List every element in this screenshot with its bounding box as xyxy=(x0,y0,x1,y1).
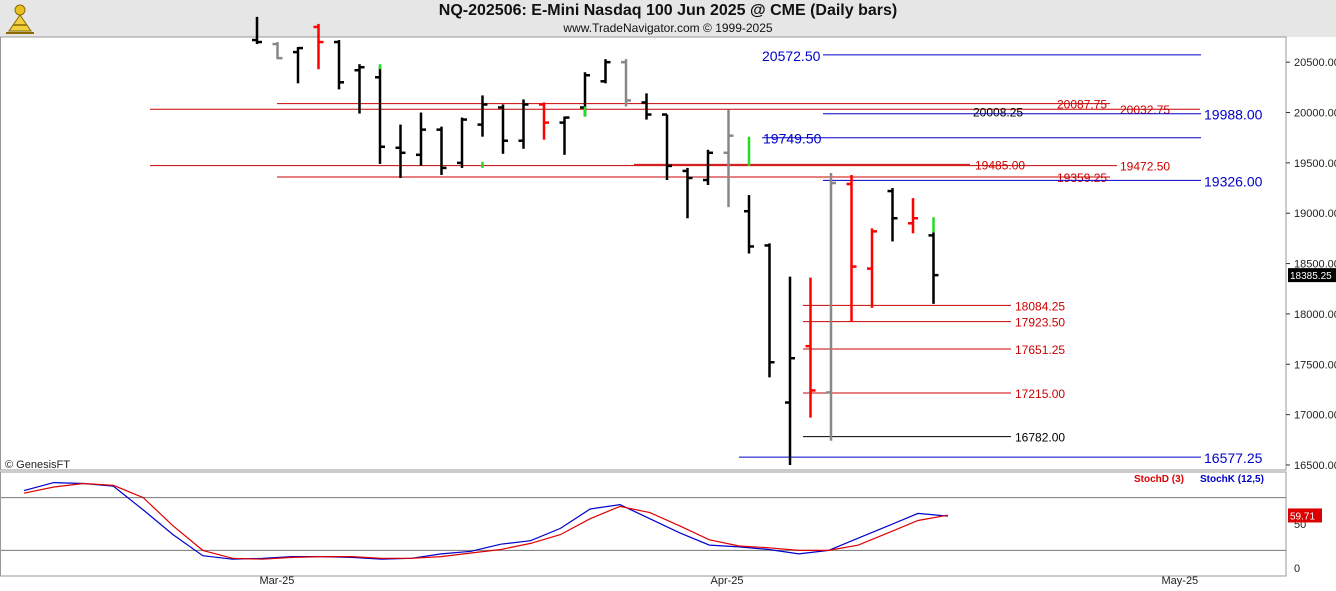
ohlc-bar xyxy=(785,276,795,465)
y-tick-label: 17000.00 xyxy=(1294,410,1336,422)
ohlc-bar xyxy=(641,93,652,120)
level-label: 17215.00 xyxy=(1015,387,1065,401)
stoch-last-tag xyxy=(1288,508,1322,523)
stochd-legend: StochD (3) xyxy=(1134,474,1184,485)
watermark-text: © GenesisFT xyxy=(5,459,70,471)
ohlc-bar xyxy=(354,64,365,114)
ohlc-bar xyxy=(313,23,324,70)
ohlc-bar xyxy=(887,188,898,242)
price-panel-border xyxy=(0,36,1287,471)
stochastic-panel xyxy=(1,481,1286,560)
x-tick-label: Mar-25 xyxy=(260,575,295,587)
x-tick-label: Apr-25 xyxy=(711,575,744,587)
level-label: 17923.50 xyxy=(1015,316,1065,330)
level-label: 19472.50 xyxy=(1120,160,1170,174)
ohlc-bar xyxy=(416,112,426,166)
ohlc-bar xyxy=(846,174,857,322)
level-label: 20087.75 xyxy=(1057,98,1107,112)
y-tick-label: 18500.00 xyxy=(1294,259,1336,271)
ohlc-bar xyxy=(518,99,529,149)
level-label: 20008.25 xyxy=(973,106,1023,120)
ohlc-bar xyxy=(395,124,406,178)
level-label: 19359.25 xyxy=(1057,171,1107,185)
y-tick-label: 19500.00 xyxy=(1294,158,1336,170)
axes: 20500.00 20000.00 19500.00 19000.00 18500.00… xyxy=(260,57,1336,587)
level-label: 20572.50 xyxy=(762,48,821,64)
level-label: 17651.25 xyxy=(1015,343,1065,357)
ohlc-bar xyxy=(436,126,447,175)
level-label: 19749.50 xyxy=(763,131,822,147)
chart-title: NQ-202506: E-Mini Nasdaq 100 Jun 2025 @ … xyxy=(438,2,898,19)
level-label: 16782.00 xyxy=(1015,431,1065,445)
stoch-y-tick-label: 0 xyxy=(1294,563,1300,575)
ohlc-bar xyxy=(457,117,467,168)
ohlc-bar xyxy=(539,102,549,140)
stoch-last-label: 59.71 xyxy=(1290,511,1315,522)
stochd-line xyxy=(23,482,948,560)
level-label: 16577.25 xyxy=(1204,450,1263,466)
ohlc-bar xyxy=(744,195,754,254)
ohlc-bar xyxy=(908,198,918,234)
ohlc-bar xyxy=(723,109,734,208)
ohlc-bar xyxy=(600,59,611,84)
chart-subtitle: www.TradeNavigator.com © 1999-2025 xyxy=(563,21,773,35)
x-tick-label: May-25 xyxy=(1162,575,1199,587)
y-tick-label: 19000.00 xyxy=(1294,208,1336,220)
level-lines: 20572.50 20087.75 20032.75 20008.25 19988.00… xyxy=(150,48,1263,466)
y-tick-label: 18000.00 xyxy=(1294,309,1336,321)
trade-navigator-logo-icon xyxy=(6,4,34,34)
y-tick-label: 17500.00 xyxy=(1294,359,1336,371)
ohlc-bar xyxy=(334,40,344,90)
y-tick-label: 20500.00 xyxy=(1294,57,1336,69)
y-tick-label: 16500.00 xyxy=(1294,460,1336,472)
stoch-panel-border xyxy=(0,471,1287,577)
ohlc-bar xyxy=(498,104,508,154)
ohlc-bar xyxy=(293,46,303,84)
last-price-tag xyxy=(1288,268,1336,283)
ohlc-bar xyxy=(252,16,262,45)
y-tick-label: 20000.00 xyxy=(1294,108,1336,120)
ohlc-bar xyxy=(375,67,385,164)
ohlc-bar xyxy=(272,42,283,60)
stochk-line xyxy=(23,481,948,560)
ohlc-bar xyxy=(826,172,836,441)
ohlc-bar xyxy=(662,113,672,180)
ohlc-bar xyxy=(764,243,775,378)
ohlc-bar xyxy=(477,95,488,137)
ohlc-bar xyxy=(805,277,816,418)
stochk-legend: StochK (12,5) xyxy=(1200,474,1264,485)
ohlc-bars xyxy=(252,16,939,465)
chart-frame xyxy=(0,36,1287,577)
chart-header: NQ-202506: E-Mini Nasdaq 100 Jun 2025 @ … xyxy=(0,0,1336,37)
level-label: 18084.25 xyxy=(1015,299,1065,313)
last-price-label: 18385.25 xyxy=(1290,271,1332,282)
ohlc-bar xyxy=(559,116,570,155)
ohlc-bar xyxy=(621,59,631,107)
ohlc-bar xyxy=(682,167,693,219)
level-label: 19988.00 xyxy=(1204,107,1263,123)
ohlc-bar xyxy=(703,149,713,186)
level-label: 19326.00 xyxy=(1204,173,1263,189)
ohlc-bar xyxy=(928,232,939,304)
ohlc-bar xyxy=(867,228,877,308)
level-label: 20032.75 xyxy=(1120,103,1170,117)
